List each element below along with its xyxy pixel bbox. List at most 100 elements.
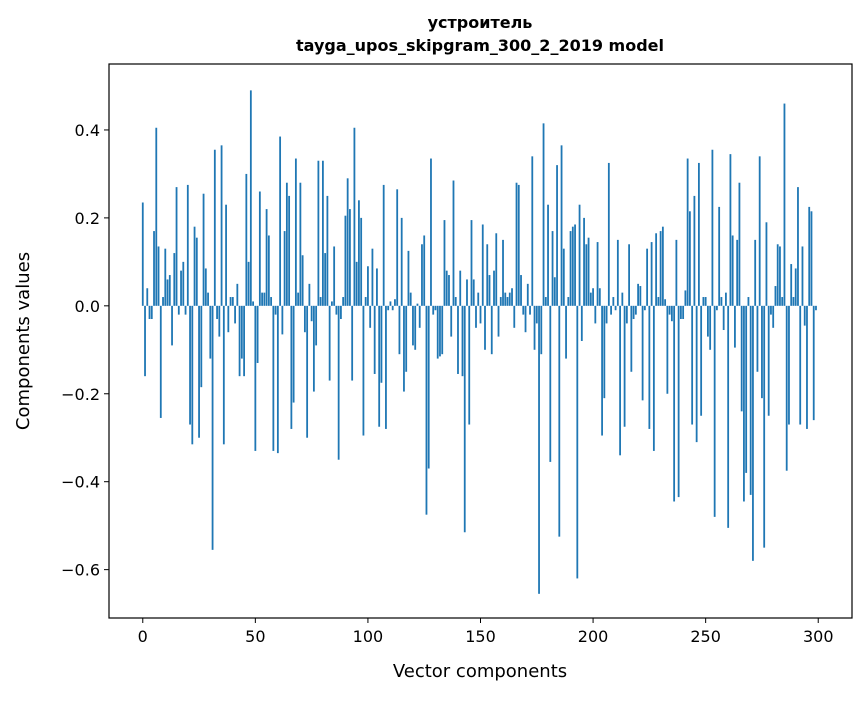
bar [585,244,588,306]
bar [427,305,430,469]
bar [560,145,563,306]
bar [198,305,200,438]
bar [414,305,417,350]
bar [740,305,743,412]
bar [598,288,601,306]
bar [511,288,513,306]
bar [810,211,813,306]
bar [184,305,187,315]
bar [249,90,252,306]
bar [216,305,218,320]
bar [324,253,327,306]
bar [578,204,581,306]
bar [177,305,180,315]
bar [569,231,572,306]
bar [709,305,712,350]
bar [542,123,545,306]
bar [252,301,254,306]
bar [421,244,423,306]
bar [459,270,462,306]
bar [247,261,250,306]
bar [461,305,464,377]
bar [815,305,817,311]
bar [301,255,304,306]
bar [425,305,428,515]
bar [484,305,486,350]
bar [342,297,345,306]
bar [553,277,556,306]
bar [718,206,721,306]
bar [457,305,459,374]
bar [783,103,786,306]
bar [353,127,356,306]
bar [481,224,484,306]
bar [765,222,768,306]
bar [682,305,685,320]
bar [272,305,275,451]
bar [391,305,394,311]
x-tick-label: 0 [138,627,148,646]
bar [625,305,628,324]
bar [688,211,691,306]
bar [445,270,448,306]
bar [558,305,561,537]
bar [745,305,748,473]
bar [209,305,212,359]
bar [641,305,644,401]
bar [738,182,741,306]
bar [349,209,351,306]
bar [229,297,232,306]
bar [195,237,198,306]
bar [607,162,610,306]
bar [330,301,333,306]
bar [504,292,507,306]
bar [776,244,779,306]
bar [418,305,421,328]
bar [385,305,387,429]
bar [646,248,649,306]
bar [639,286,642,306]
bar [794,268,797,306]
bar [517,184,520,306]
bar [335,305,338,315]
bar [319,297,322,306]
bar [652,305,655,451]
bar [587,237,590,306]
bar [785,305,788,471]
bar [713,305,716,517]
bar [754,239,757,306]
bar [236,283,239,306]
bar [171,305,173,346]
y-axis-ticks: −0.6 −0.4 −0.2 0.0 0.2 0.4 [61,121,109,580]
bar [312,305,315,392]
bar [168,275,171,306]
bar [472,279,475,306]
bar [315,305,318,346]
bar [526,283,529,306]
bar [707,305,709,337]
bar [333,246,336,306]
bar [225,204,227,306]
bar [576,305,579,579]
bar [531,156,534,306]
bar [470,220,473,306]
bar [204,268,207,306]
bar [697,162,700,306]
bar [267,235,270,306]
y-tick-label: −0.4 [61,473,100,492]
bar [146,288,149,306]
bar [790,264,793,306]
bar [265,209,268,306]
bar [270,297,273,306]
bar [493,270,495,306]
bar [538,305,540,594]
bar [274,305,277,315]
bar [499,297,502,306]
x-tick-label: 250 [690,627,721,646]
bar [376,268,378,306]
bar [761,305,763,399]
bar [495,233,498,306]
bar [522,305,525,315]
bar [238,305,241,377]
bar [303,305,306,333]
